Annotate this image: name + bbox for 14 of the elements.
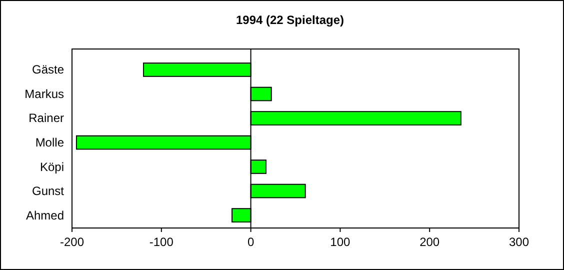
- x-tick-label: 100: [330, 235, 351, 249]
- x-tick-label: 300: [508, 235, 530, 249]
- y-tick-label: Köpi: [40, 160, 64, 174]
- y-tick-label: Gunst: [32, 184, 65, 198]
- x-tick-label: -100: [149, 235, 174, 249]
- x-tick-label: 0: [247, 235, 254, 249]
- x-tick-label: -200: [60, 235, 84, 249]
- x-tick-label: 200: [420, 235, 440, 249]
- y-tick-label: Rainer: [28, 111, 64, 126]
- chart-title: 1994 (22 Spieltage): [236, 13, 344, 27]
- y-tick-label: Molle: [35, 136, 64, 150]
- y-tick-label: Markus: [24, 86, 64, 101]
- y-tick-label: Gäste: [32, 62, 64, 77]
- y-tick-label: Ahmed: [26, 208, 64, 222]
